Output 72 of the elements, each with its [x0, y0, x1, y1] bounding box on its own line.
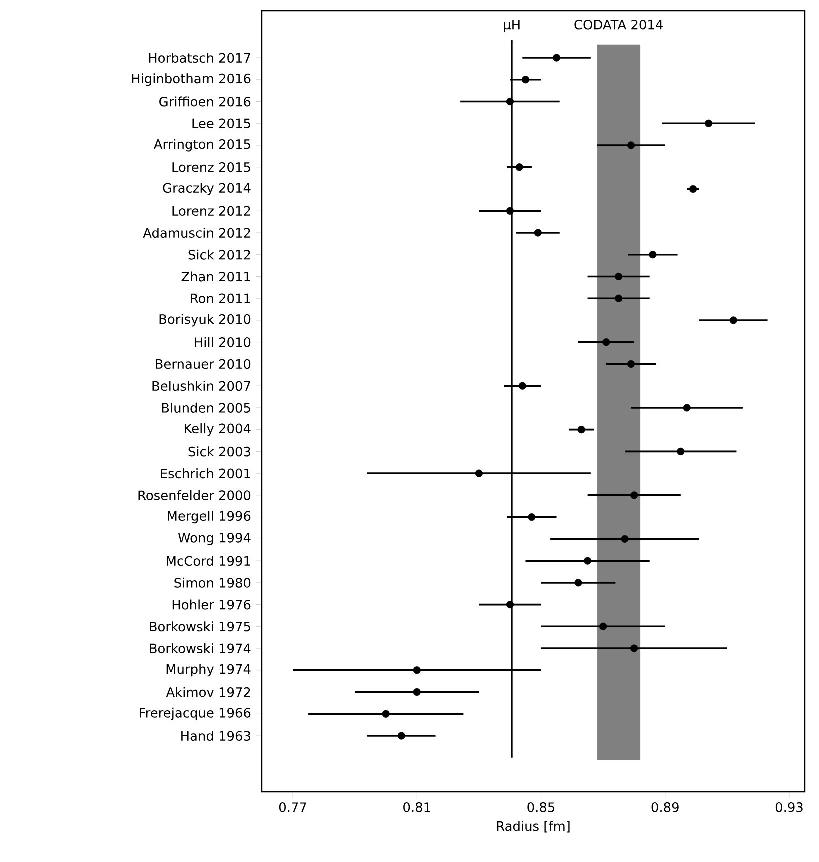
x-axis-title: Radius [fm] — [497, 821, 570, 833]
x-tick-label: 0.85 — [528, 802, 555, 812]
point — [518, 382, 526, 390]
y-tick-label: Blunden 2005 — [162, 402, 250, 413]
point — [677, 448, 685, 456]
y-tick-label: Hill 2010 — [195, 337, 251, 348]
y-tick-label: McCord 1991 — [167, 556, 250, 566]
point — [630, 644, 638, 652]
x-tick-label: 0.89 — [652, 802, 679, 812]
y-tick-label: Frerejacque 1966 — [140, 708, 251, 720]
ref-line-label: μH — [504, 20, 520, 32]
point — [506, 98, 514, 106]
point — [621, 535, 629, 543]
band-label: CODATA 2014 — [574, 20, 663, 30]
point — [627, 142, 636, 150]
x-tick-label: 0.81 — [404, 802, 430, 812]
x-tick-label: 0.93 — [776, 802, 803, 812]
x-tick-label: 0.77 — [279, 802, 306, 812]
y-tick-label: Lorenz 2015 — [172, 162, 250, 172]
point — [690, 185, 698, 194]
point — [705, 120, 713, 128]
point — [602, 338, 610, 346]
y-tick-label: Hohler 1976 — [172, 600, 251, 610]
point — [584, 557, 592, 565]
y-tick-label: Bernauer 2010 — [156, 359, 251, 370]
y-tick-label: Ron 2011 — [191, 294, 250, 304]
y-tick-label: Akimov 1972 — [166, 687, 250, 698]
point — [578, 426, 586, 434]
y-tick-label: Wong 1994 — [178, 533, 251, 546]
point — [522, 76, 530, 84]
point — [649, 251, 657, 259]
point — [615, 294, 623, 302]
point — [534, 229, 542, 237]
y-tick-label: Adamuscin 2012 — [143, 228, 250, 238]
y-tick-label: Borkowski 1975 — [150, 622, 250, 632]
point — [475, 470, 483, 478]
y-tick-label: Zhan 2011 — [182, 272, 250, 282]
y-tick-label: Rosenfelder 2000 — [138, 490, 251, 500]
y-tick-label: Belushkin 2007 — [152, 381, 250, 392]
point — [683, 404, 691, 412]
y-tick-label: Simon 1980 — [174, 578, 251, 588]
y-tick-label: Borkowski 1974 — [150, 644, 251, 654]
y-tick-label: Arrington 2015 — [154, 139, 250, 152]
point — [398, 732, 406, 740]
point — [413, 688, 421, 696]
point — [552, 54, 561, 62]
y-tick-label: Mergell 1996 — [168, 511, 251, 524]
y-tick-label: Sick 2012 — [188, 250, 250, 260]
y-tick-label: Borisyuk 2010 — [160, 314, 251, 327]
y-tick-label: Sick 2003 — [188, 446, 250, 457]
point — [600, 622, 608, 630]
point — [528, 514, 536, 522]
y-tick-label: Griffioen 2016 — [160, 96, 251, 107]
point — [413, 666, 421, 674]
point — [382, 710, 390, 718]
y-tick-label: Lorenz 2012 — [172, 206, 250, 216]
point — [574, 579, 582, 587]
y-tick-label: Murphy 1974 — [166, 664, 251, 677]
y-tick-label: Higinbotham 2016 — [132, 74, 251, 86]
y-tick-label: Eschrich 2001 — [161, 468, 250, 479]
y-tick-label: Lee 2015 — [192, 118, 250, 129]
y-tick-label: Kelly 2004 — [184, 424, 251, 436]
y-tick-label: Hand 1963 — [182, 731, 250, 742]
point — [516, 164, 524, 172]
point — [506, 600, 514, 609]
point — [615, 272, 623, 281]
point — [506, 207, 514, 215]
point — [627, 360, 636, 368]
y-tick-label: Graczky 2014 — [163, 182, 251, 196]
point — [630, 492, 638, 500]
y-tick-label: Horbatsch 2017 — [149, 53, 250, 64]
point — [730, 316, 738, 324]
